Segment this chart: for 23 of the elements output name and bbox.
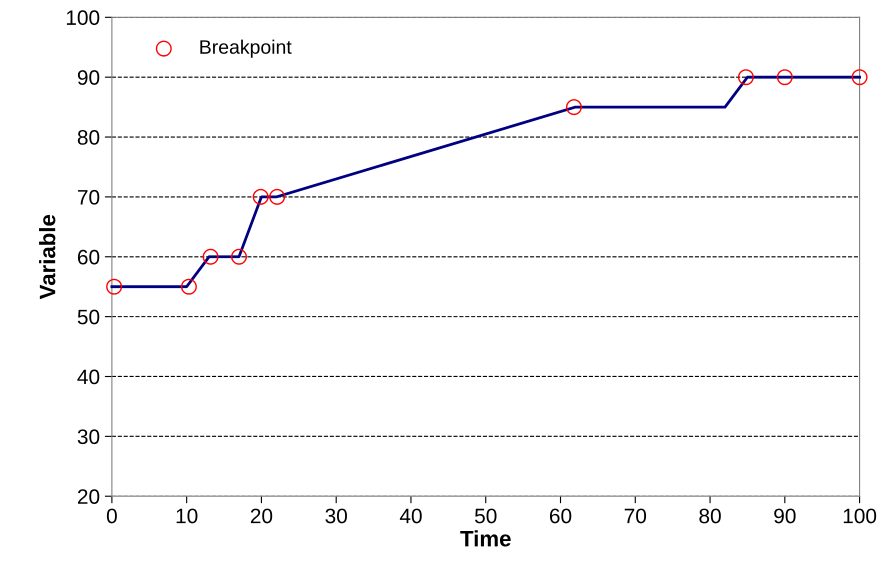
x-axis-title: Time: [460, 530, 511, 547]
x-tick-label: 0: [106, 508, 117, 524]
x-tick-label: 20: [250, 508, 272, 524]
legend-label: Breakpoint: [200, 40, 292, 58]
y-axis-title: Variable: [39, 214, 56, 300]
y-tick-label: 50: [78, 310, 100, 324]
y-tick-label: 60: [78, 250, 100, 265]
y-tick-label: 90: [78, 70, 100, 85]
y-tick-label: 100: [66, 10, 100, 26]
y-tick-label: 70: [78, 190, 100, 205]
y-tick-label: 40: [77, 369, 100, 384]
y-tick-label: 80: [78, 130, 100, 145]
x-tick-label: 60: [550, 508, 572, 524]
x-tick-label: 50: [474, 508, 497, 524]
x-tick-label: 70: [624, 508, 646, 524]
x-tick-label: 100: [844, 508, 876, 524]
x-tick-label: 80: [699, 508, 721, 524]
x-tick-label: 90: [774, 508, 796, 524]
x-tick-label: 30: [325, 508, 347, 524]
x-tick-label: 10: [176, 508, 198, 524]
y-tick-label: 20: [78, 489, 100, 504]
x-tick-label: 40: [400, 508, 422, 524]
y-tick-label: 30: [78, 429, 100, 444]
